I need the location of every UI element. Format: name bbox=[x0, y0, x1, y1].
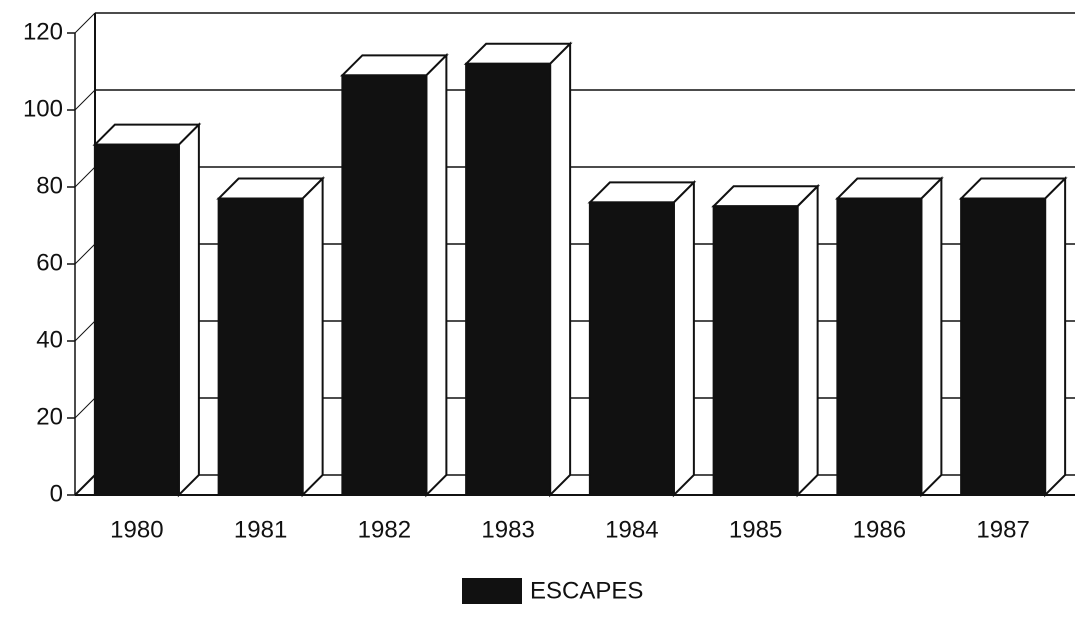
y-tick-label: 0 bbox=[50, 480, 63, 507]
grid-line bbox=[74, 166, 96, 188]
bar-side bbox=[1044, 176, 1067, 498]
y-tick-label: 100 bbox=[23, 95, 63, 122]
x-tick-label: 1984 bbox=[605, 516, 658, 543]
bar-side bbox=[549, 41, 572, 498]
x-tick-label: 1983 bbox=[481, 516, 534, 543]
legend-swatch bbox=[462, 578, 522, 604]
x-tick-label: 1980 bbox=[110, 516, 163, 543]
bar bbox=[712, 205, 799, 496]
x-tick-label: 1982 bbox=[358, 516, 411, 543]
bar-side bbox=[301, 176, 324, 498]
x-tick-label: 1987 bbox=[976, 516, 1029, 543]
bar-side bbox=[425, 52, 448, 498]
grid-line bbox=[74, 320, 96, 342]
bar bbox=[93, 143, 180, 496]
y-tick-label: 60 bbox=[36, 249, 63, 276]
x-tick-label: 1986 bbox=[853, 516, 906, 543]
grid-line bbox=[74, 12, 96, 34]
bar bbox=[341, 74, 428, 496]
grid-line bbox=[74, 243, 96, 265]
bar-side bbox=[672, 179, 695, 498]
bar bbox=[588, 201, 675, 496]
y-tick-label: 20 bbox=[36, 403, 63, 430]
bar-side bbox=[920, 176, 943, 498]
bar-side bbox=[177, 122, 200, 498]
legend-label: ESCAPES bbox=[530, 577, 643, 604]
x-tick-label: 1981 bbox=[234, 516, 287, 543]
y-tick-label: 40 bbox=[36, 326, 63, 353]
grid-line bbox=[74, 397, 96, 419]
bar-side bbox=[796, 183, 819, 498]
y-tick-label: 80 bbox=[36, 172, 63, 199]
x-tick-label: 1985 bbox=[729, 516, 782, 543]
bar bbox=[836, 197, 923, 497]
grid-line bbox=[74, 474, 96, 496]
grid-line bbox=[74, 89, 96, 111]
bar bbox=[465, 62, 552, 497]
bar bbox=[960, 197, 1047, 497]
y-tick-label: 120 bbox=[23, 18, 63, 45]
bar bbox=[217, 197, 304, 497]
